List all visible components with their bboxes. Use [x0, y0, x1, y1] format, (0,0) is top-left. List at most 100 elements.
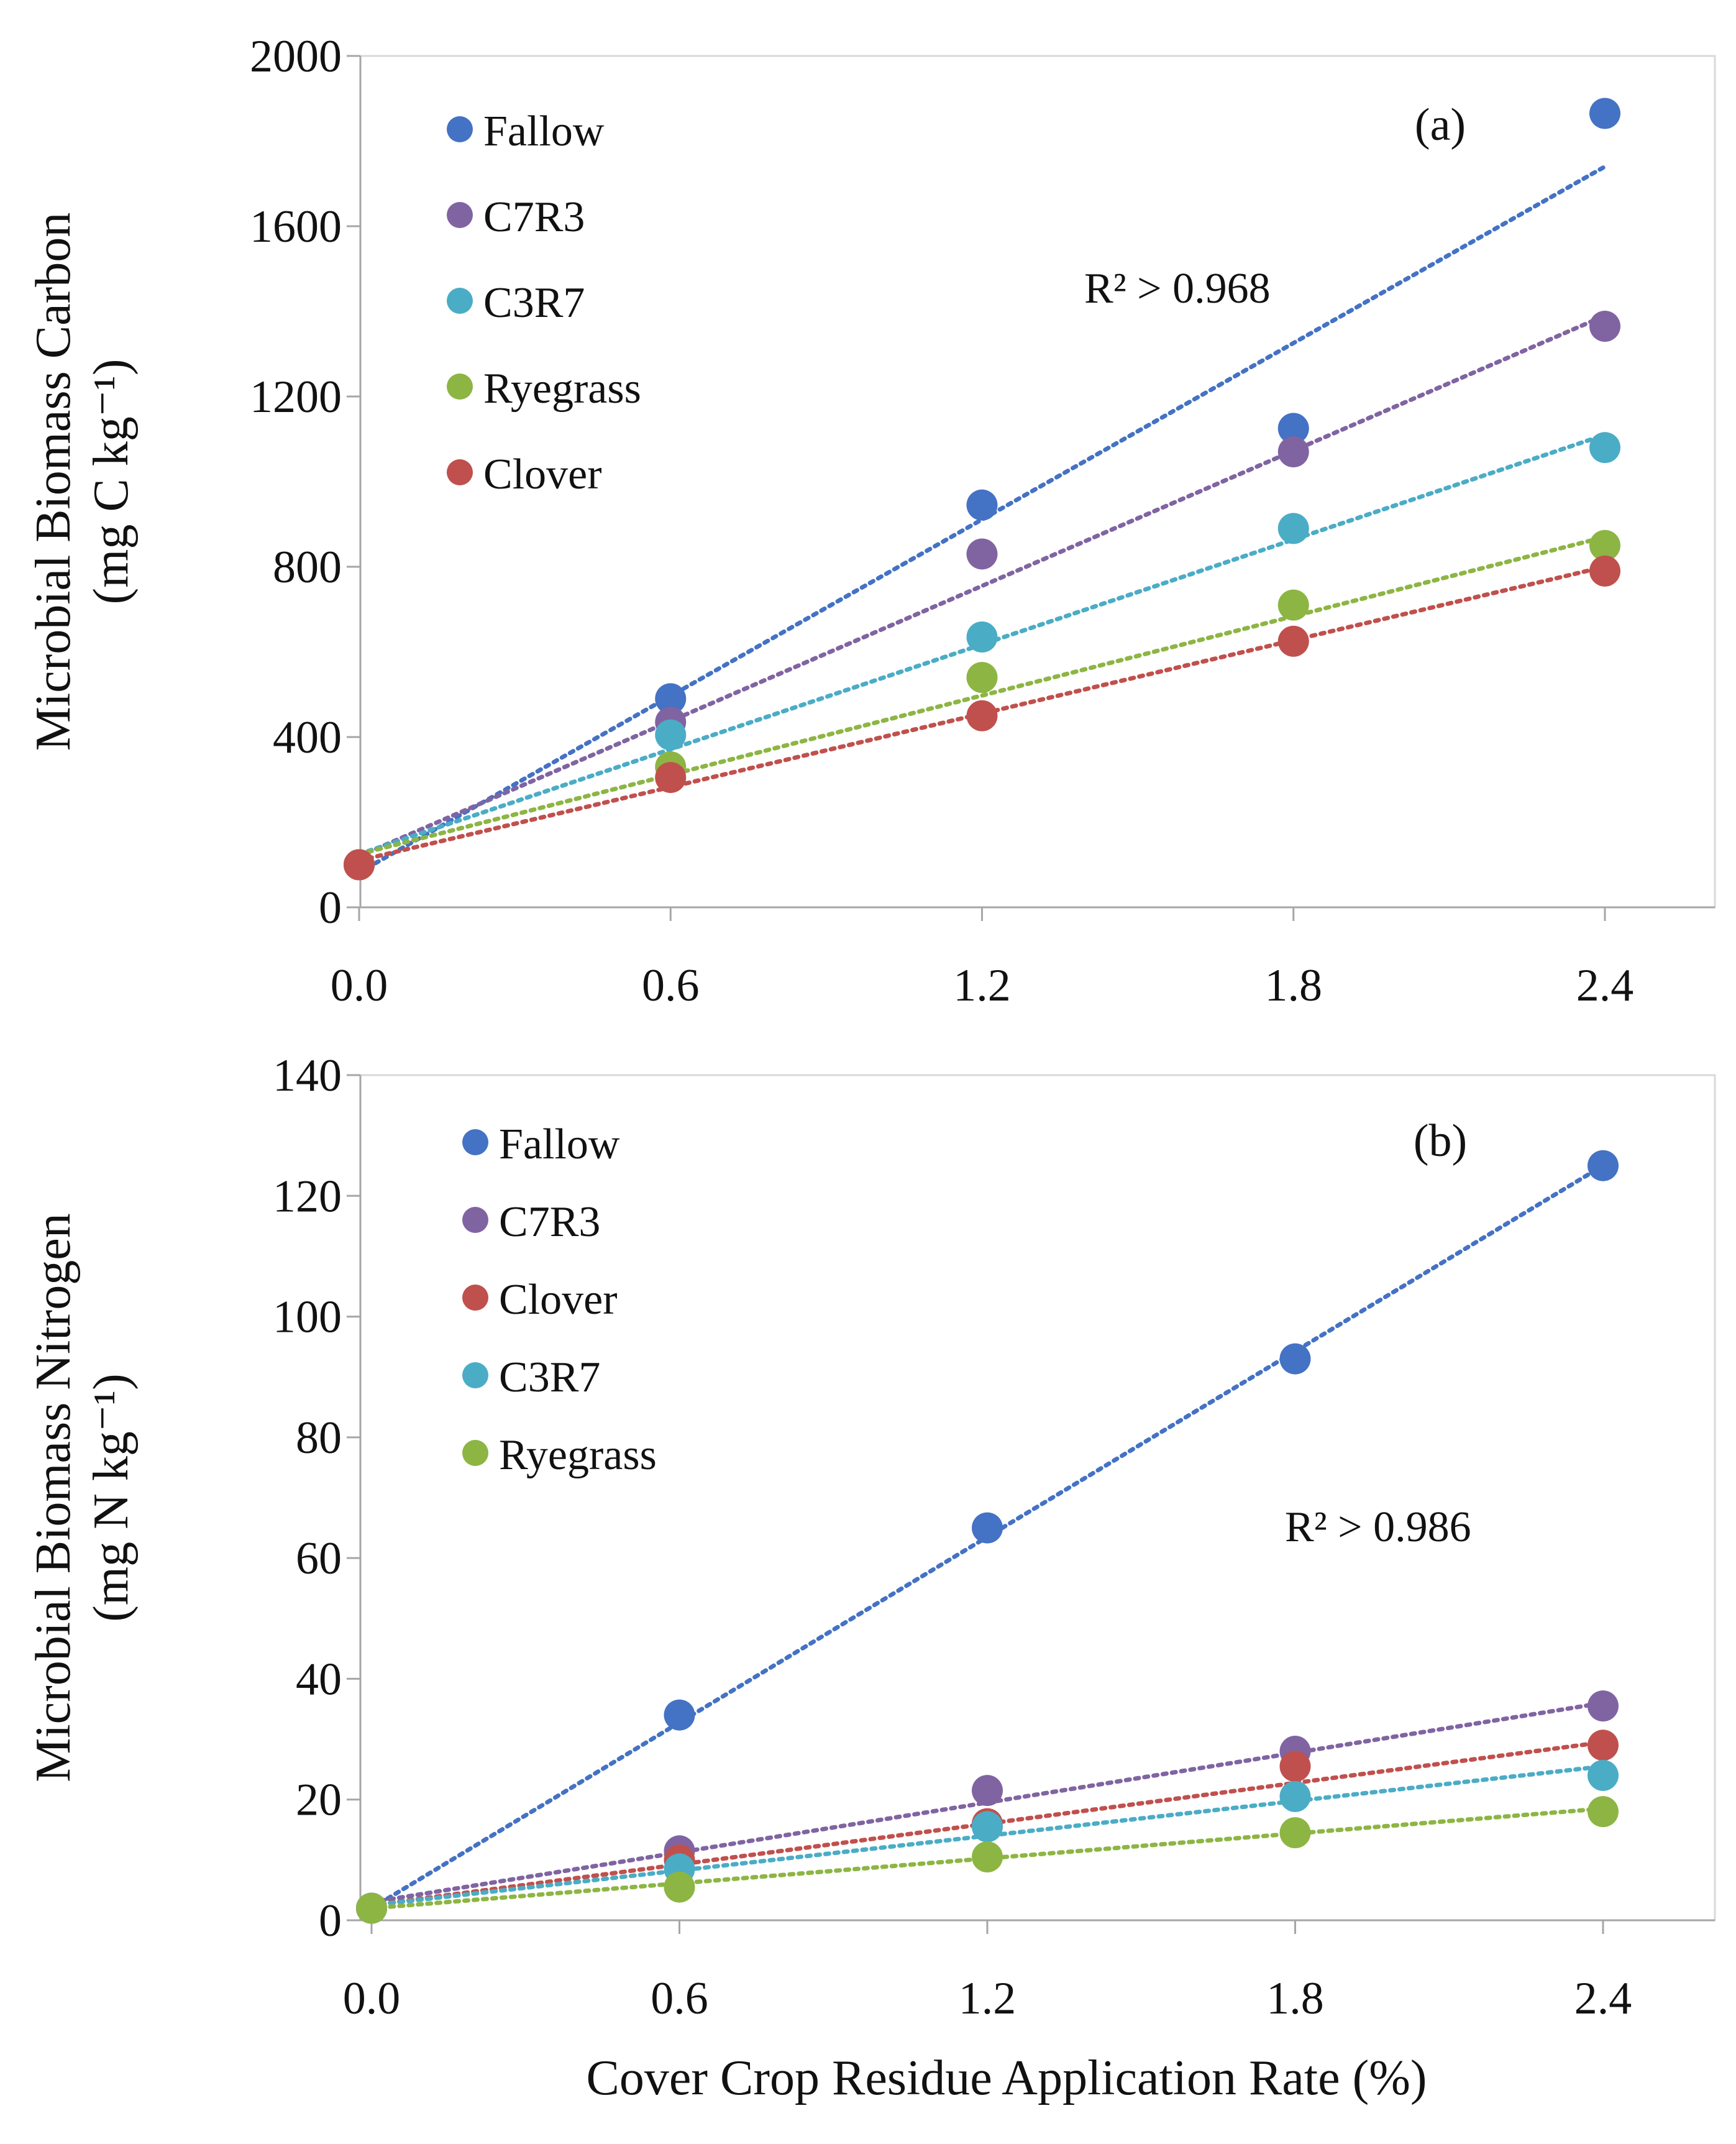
- point-c7r3: [1589, 310, 1620, 342]
- x-tick-label: 1.2: [959, 1973, 1016, 2024]
- point-c3r7: [1279, 1780, 1311, 1812]
- legend-label: Ryegrass: [483, 365, 641, 413]
- point-c3r7: [1589, 432, 1620, 464]
- legend-marker: [447, 202, 473, 228]
- y-tick-label: 0: [319, 882, 342, 933]
- legend-marker: [462, 1440, 488, 1466]
- legend-item-ryegrass: Ryegrass: [447, 365, 641, 413]
- x-axis-title: Cover Crop Residue Application Rate (%): [586, 2051, 1427, 2105]
- point-ryegrass: [356, 1892, 387, 1924]
- y-tick-label: 800: [273, 542, 342, 593]
- y-tick-label: 400: [273, 712, 342, 763]
- y-tick-label: 2000: [250, 31, 342, 82]
- point-ryegrass: [664, 1871, 695, 1903]
- x-tick-label: 1.2: [953, 960, 1011, 1011]
- legend-item-c7r3: C7R3: [462, 1198, 600, 1246]
- point-clover: [655, 762, 687, 794]
- point-c7r3: [1277, 436, 1309, 468]
- trendline-clover: [357, 564, 1607, 863]
- legend-marker: [447, 116, 473, 142]
- point-c7r3: [972, 1775, 1003, 1807]
- point-clover: [1277, 625, 1309, 657]
- point-c3r7: [655, 719, 687, 751]
- point-fallow: [1279, 1343, 1311, 1375]
- legend-item-clover: Clover: [462, 1276, 618, 1324]
- x-tick-label: 0.6: [651, 1973, 708, 2024]
- legend-marker: [447, 459, 473, 485]
- panel-label: (a): [1415, 99, 1466, 150]
- legend-item-ryegrass: Ryegrass: [462, 1431, 657, 1479]
- point-fallow: [1277, 413, 1309, 444]
- y-axis-unit: (mg C kg⁻¹): [84, 359, 139, 604]
- legend-item-fallow: Fallow: [462, 1120, 620, 1168]
- legend-label: C3R7: [499, 1354, 600, 1401]
- x-tick-label: 0.0: [331, 960, 388, 1011]
- point-ryegrass: [1589, 529, 1620, 561]
- y-tick-label: 1200: [250, 372, 342, 423]
- trendline-clover: [369, 1739, 1606, 1908]
- x-tick-label: 2.4: [1574, 1973, 1632, 2024]
- x-tick-label: 1.8: [1266, 1973, 1324, 2024]
- legend-item-clover: Clover: [447, 451, 602, 498]
- legend-label: Clover: [483, 451, 602, 498]
- point-fallow: [655, 683, 687, 715]
- legend-marker: [462, 1129, 488, 1155]
- point-clover: [1589, 555, 1620, 587]
- point-fallow: [972, 1512, 1003, 1544]
- point-c3r7: [966, 621, 998, 653]
- legend-item-c7r3: C7R3: [447, 193, 585, 241]
- point-ryegrass: [1277, 589, 1309, 621]
- legend-item-fallow: Fallow: [447, 108, 605, 155]
- point-clover: [966, 700, 998, 731]
- r-squared-annotation: R² > 0.968: [1084, 265, 1271, 313]
- y-tick-label: 100: [273, 1292, 342, 1343]
- point-fallow: [966, 489, 998, 521]
- point-c3r7: [1277, 513, 1309, 544]
- y-axis-unit: (mg N kg⁻¹): [84, 1373, 139, 1622]
- legend-label: Fallow: [499, 1120, 620, 1168]
- y-tick-label: 20: [296, 1775, 342, 1826]
- legend-label: Ryegrass: [499, 1431, 657, 1479]
- y-tick-label: 0: [319, 1895, 342, 1946]
- trendline-c7r3: [357, 313, 1607, 859]
- point-c7r3: [966, 538, 998, 570]
- legend-item-c3r7: C3R7: [447, 279, 585, 327]
- y-tick-label: 1600: [250, 201, 342, 252]
- x-tick-label: 2.4: [1576, 960, 1634, 1011]
- legend-marker: [447, 288, 473, 314]
- y-tick-label: 80: [296, 1413, 342, 1464]
- point-ryegrass: [1588, 1796, 1619, 1828]
- y-axis-title: Microbial Biomass Nitrogen: [26, 1213, 81, 1782]
- point-fallow: [1589, 98, 1620, 129]
- y-tick-label: 140: [273, 1050, 342, 1101]
- point-fallow: [1588, 1150, 1619, 1181]
- chart-panel-a: 0 400 800 1200 1600 2000 0.0 0.6 1.2 1.8 2.4 Fall…: [26, 31, 1716, 1011]
- point-c7r3: [1588, 1690, 1619, 1722]
- x-tick-label: 0.0: [343, 1973, 401, 2024]
- chart-panel-b: 0 20 40 60 80 100 120 140 0.0 0.6 1.2 1.8 2.4 Fallo…: [26, 1050, 1716, 2105]
- y-tick-label: 40: [296, 1654, 342, 1705]
- y-axis-title: Microbial Biomass Carbon: [26, 213, 81, 751]
- legend-marker: [462, 1285, 488, 1311]
- y-tick-label: 120: [273, 1171, 342, 1222]
- point-clover: [1588, 1729, 1619, 1761]
- trendline-ryegrass: [357, 534, 1607, 856]
- x-tick-label: 0.6: [642, 960, 700, 1011]
- point-clover: [1279, 1751, 1311, 1782]
- point-ryegrass: [972, 1841, 1003, 1872]
- point-ryegrass: [1279, 1817, 1311, 1849]
- legend-marker: [462, 1207, 488, 1233]
- legend-label: Fallow: [483, 108, 605, 155]
- point-ryegrass: [966, 662, 998, 694]
- legend-marker: [462, 1362, 488, 1388]
- point-c3r7: [972, 1811, 1003, 1843]
- legend-item-c3r7: C3R7: [462, 1354, 600, 1401]
- legend-marker: [447, 373, 473, 400]
- point-clover: [344, 849, 375, 881]
- legend-label: C3R7: [483, 279, 585, 327]
- panel-label: (b): [1414, 1116, 1467, 1166]
- point-c3r7: [1588, 1759, 1619, 1791]
- point-fallow: [664, 1699, 695, 1731]
- legend-label: Clover: [499, 1276, 618, 1324]
